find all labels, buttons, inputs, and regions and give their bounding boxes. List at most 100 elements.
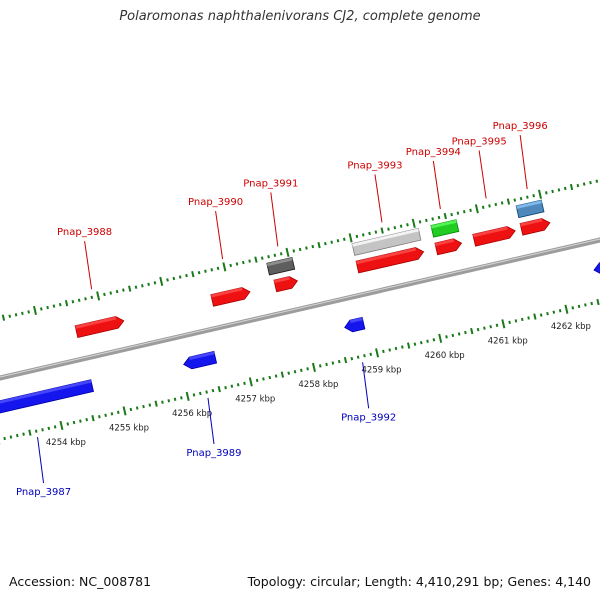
kbp-tick-label: 4257 kbp	[235, 394, 275, 404]
tick-mark-top	[425, 218, 428, 223]
tick-mark-top	[216, 266, 220, 271]
tick-mark-top	[469, 208, 472, 212]
backbone-highlight	[0, 238, 600, 378]
tick-mark-bottom	[476, 327, 480, 332]
tick-mark-top	[545, 191, 548, 195]
tick-mark-bottom	[116, 410, 120, 415]
gene-label-pnap_3993[interactable]: Pnap_3993	[347, 160, 402, 171]
tick-mark-top	[141, 284, 144, 288]
leader-line	[37, 437, 45, 484]
leader-line	[478, 150, 487, 199]
tick-mark-bottom	[47, 426, 51, 431]
tick-mark-bottom	[564, 304, 569, 314]
tick-mark-top	[122, 288, 125, 292]
gene-label-pnap_3994[interactable]: Pnap_3994	[406, 147, 461, 158]
tick-mark-bottom	[457, 332, 461, 336]
tick-mark-bottom	[546, 311, 549, 316]
map-title: Polaromonas naphthalenivorans CJ2, compl…	[119, 9, 481, 24]
gene-arrow-pnap_3995[interactable]	[472, 226, 516, 247]
tick-mark-top	[242, 260, 245, 265]
feature-arrow-gray[interactable]	[351, 227, 422, 256]
gene-label-pnap_3988[interactable]: Pnap_3988	[57, 227, 112, 238]
tick-mark-top	[197, 271, 201, 275]
tick-mark-bottom	[337, 359, 341, 364]
leader-line	[362, 362, 370, 409]
tick-mark-bottom	[584, 303, 587, 307]
gene-arrow-pnap_3996[interactable]	[519, 218, 551, 236]
gene-arrow-pnap_3988[interactable]	[74, 316, 125, 338]
tick-mark-bottom	[53, 425, 57, 429]
tick-mark-bottom	[192, 393, 196, 397]
feature-arrow-steel[interactable]	[515, 199, 545, 219]
tick-mark-top	[481, 205, 485, 210]
gene-arrow-pnap_3993[interactable]	[355, 247, 425, 274]
gene-arrow-pnap_3994[interactable]	[434, 238, 463, 256]
gene-label-pnap_3991[interactable]: Pnap_3991	[243, 178, 298, 189]
genome-backbone	[0, 237, 600, 381]
gene-label-pnap_3989[interactable]: Pnap_3989	[186, 448, 241, 459]
gene-arrow-pnap_3992[interactable]	[344, 316, 366, 333]
tick-mark-top	[172, 276, 176, 281]
tick-mark-top	[248, 259, 251, 263]
tick-mark-bottom	[300, 368, 303, 372]
gene-label-pnap_3990[interactable]: Pnap_3990	[188, 197, 243, 208]
gene-arrow-pnap_3990[interactable]	[210, 287, 251, 307]
tick-mark-top	[513, 198, 517, 202]
tick-mark-top	[551, 189, 554, 194]
gene-arrow-pnap_3987[interactable]	[0, 379, 94, 419]
gene-label-pnap_3992[interactable]: Pnap_3992	[341, 412, 396, 423]
tick-mark-top	[589, 180, 592, 185]
tick-mark-top	[595, 179, 599, 183]
tick-mark-top	[361, 233, 365, 237]
genome-summary-text: Topology: circular; Length: 4,410,291 bp…	[247, 574, 591, 589]
tick-mark-bottom	[135, 406, 139, 410]
tick-mark-bottom	[22, 432, 25, 436]
tick-mark-bottom	[280, 371, 285, 378]
feature-arrow-green[interactable]	[430, 219, 460, 238]
tick-mark-bottom	[343, 356, 348, 364]
tick-mark-top	[393, 225, 397, 230]
kbp-tick-label: 4256 kbp	[172, 409, 212, 419]
tick-mark-top	[58, 302, 62, 307]
tick-mark-bottom	[15, 433, 19, 438]
gene-label-pnap_3996[interactable]: Pnap_3996	[493, 121, 548, 132]
tick-mark-bottom	[154, 400, 158, 407]
tick-layer	[0, 179, 600, 445]
tick-mark-bottom	[318, 364, 322, 368]
tick-mark-bottom	[520, 317, 524, 322]
tick-mark-bottom	[445, 335, 448, 339]
leader-line	[215, 211, 224, 260]
tick-mark-top	[532, 194, 535, 198]
tick-mark-top	[273, 253, 277, 257]
tick-mark-top	[267, 255, 270, 259]
tick-mark-bottom	[293, 370, 297, 374]
tick-mark-top	[46, 305, 49, 310]
gene-label-pnap_3987[interactable]: Pnap_3987	[16, 487, 71, 498]
tick-mark-top	[348, 233, 353, 243]
leader-line	[207, 397, 215, 444]
tick-mark-top	[191, 270, 195, 278]
tick-mark-top	[576, 183, 580, 188]
gene-label-pnap_3995[interactable]: Pnap_3995	[452, 136, 507, 147]
gene-arrow-pnap_3991[interactable]	[273, 276, 299, 293]
tick-mark-top	[178, 275, 182, 279]
tick-mark-bottom	[9, 435, 13, 439]
tick-mark-top	[526, 195, 529, 199]
tick-mark-bottom	[311, 362, 316, 372]
tick-mark-bottom	[248, 377, 253, 387]
tick-mark-top	[380, 227, 384, 234]
tick-mark-bottom	[34, 429, 38, 433]
tick-mark-top	[519, 196, 523, 201]
tick-mark-bottom	[129, 407, 133, 412]
gene-arrow-pnap_3989[interactable]	[183, 350, 218, 370]
tick-mark-bottom	[413, 342, 417, 346]
tick-mark-bottom	[483, 326, 486, 330]
feature-arrow-dark[interactable]	[266, 257, 296, 276]
tick-mark-top	[330, 240, 333, 244]
feature-arrow-blue[interactable]	[593, 255, 600, 275]
tick-mark-top	[406, 223, 409, 227]
tick-mark-bottom	[211, 388, 215, 393]
tick-mark-top	[103, 292, 106, 297]
tick-mark-bottom	[501, 319, 506, 329]
